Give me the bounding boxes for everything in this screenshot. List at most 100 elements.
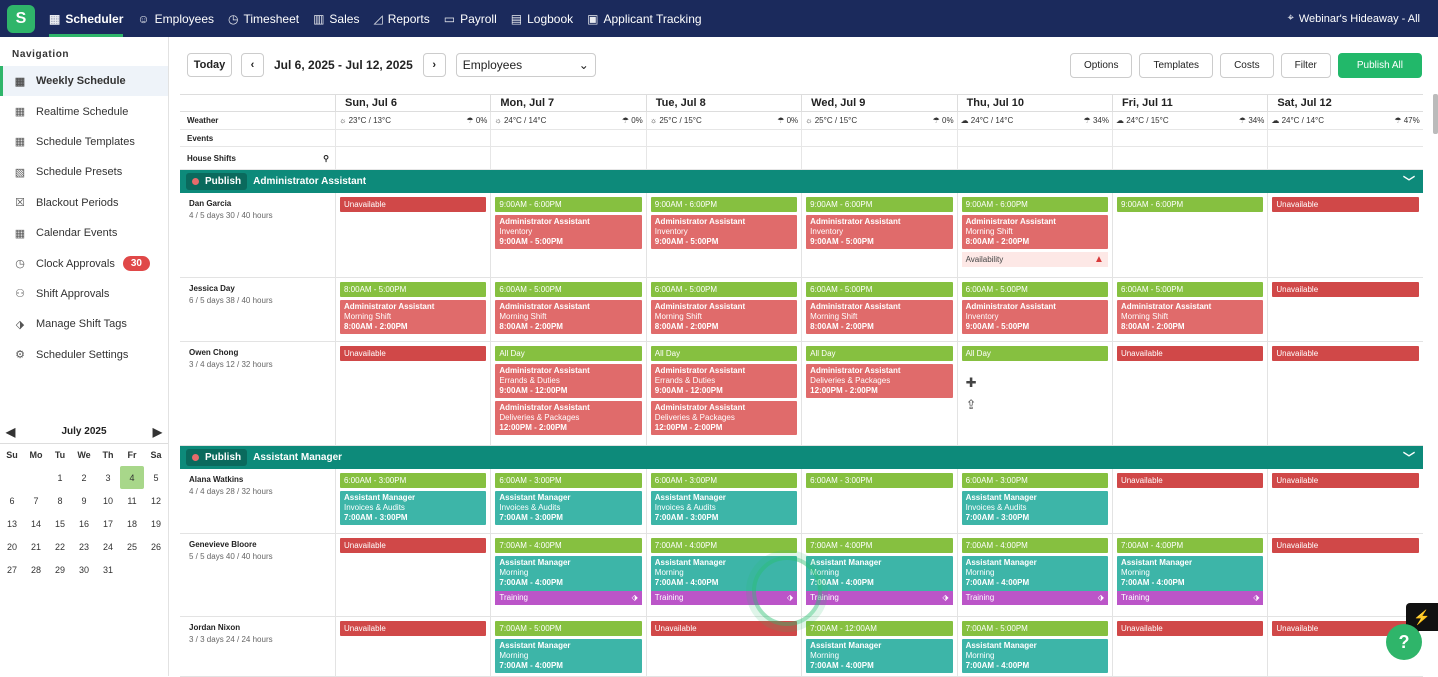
calendar-day[interactable]: 24 [102, 541, 113, 552]
schedule-cell[interactable]: 7:00AM - 4:00PM Assistant Manager Morning 7… [1111, 534, 1267, 616]
nav-applicant-tracking[interactable]: ▣ Applicant Tracking [587, 0, 701, 37]
shift-card[interactable]: Assistant Manager Morning 7:00AM - 4:00PM [961, 639, 1108, 673]
schedule-cell[interactable]: All Day [956, 342, 1112, 445]
availability-block[interactable]: 6:00AM - 3:00PM [961, 473, 1108, 488]
today-button[interactable]: Today [187, 53, 232, 77]
sidebar-item-weekly-schedule[interactable]: ▦ Weekly Schedule [0, 66, 168, 97]
sidebar-item-manage-shift-tags[interactable]: ⬗ Manage Shift Tags [0, 309, 168, 339]
house-shift-cell[interactable] [335, 147, 490, 169]
house-shift-cell[interactable] [1267, 147, 1422, 169]
events-cell[interactable] [645, 130, 801, 146]
house-shift-cell[interactable] [956, 147, 1112, 169]
schedule-cell[interactable]: Unavailable [1111, 342, 1267, 445]
schedule-cell[interactable]: 6:00AM - 5:00PM Administrator Assistant Mo… [490, 278, 645, 341]
unavailable-block[interactable]: Unavailable [1116, 621, 1264, 636]
schedule-cell[interactable]: Unavailable [1111, 617, 1267, 676]
availability-block[interactable]: 7:00AM - 4:00PM [650, 538, 798, 553]
schedule-cell[interactable]: 9:00AM - 6:00PM Administrator Assistant In… [490, 193, 645, 277]
options-button[interactable]: Options [1070, 53, 1133, 78]
shift-card[interactable]: Assistant Manager Morning 7:00AM - 4:00PM T… [1116, 556, 1264, 605]
shift-card[interactable]: Administrator Assistant Errands & Duties 9… [495, 364, 642, 398]
shift-card[interactable]: Assistant Manager Invoices & Audits 7:00AM… [340, 491, 487, 525]
shift-card[interactable]: Administrator Assistant Morning Shift 8:00… [650, 300, 798, 334]
group-header[interactable]: Publish Administrator Assistant ﹀ [180, 170, 1423, 193]
nav-logbook[interactable]: ▤ Logbook [511, 0, 573, 37]
schedule-cell[interactable]: 6:00AM - 3:00PM Assistant Manager Invoices… [490, 469, 645, 533]
employee-info[interactable]: Jordan Nixon 3 / 3 days 24 / 24 hours [180, 617, 335, 676]
schedule-cell[interactable]: 6:00AM - 5:00PM Administrator Assistant Mo… [801, 278, 956, 341]
unavailable-block[interactable]: Unavailable [340, 197, 487, 212]
calendar-day[interactable]: 5 [153, 472, 159, 483]
shift-card[interactable]: Administrator Assistant Deliveries & Pack… [650, 401, 798, 435]
schedule-cell[interactable]: 7:00AM - 5:00PM Assistant Manager Morning 7… [490, 617, 645, 676]
schedule-cell[interactable]: 9:00AM - 6:00PM Administrator Assistant In… [801, 193, 956, 277]
calendar-day[interactable]: 2 [81, 472, 87, 483]
schedule-cell[interactable]: 7:00AM - 5:00PM Assistant Manager Morning 7… [956, 617, 1112, 676]
unavailable-block[interactable]: Unavailable [1272, 346, 1419, 361]
schedule-cell[interactable]: Unavailable [1267, 534, 1422, 616]
unavailable-block[interactable]: Unavailable [1272, 621, 1419, 636]
availability-block[interactable]: All Day [961, 346, 1108, 361]
schedule-cell[interactable]: 9:00AM - 6:00PM Administrator Assistant In… [645, 193, 801, 277]
availability-block[interactable]: 6:00AM - 3:00PM [495, 473, 642, 488]
unavailable-block[interactable]: Unavailable [340, 621, 487, 636]
unavailable-block[interactable]: Unavailable [1272, 473, 1419, 488]
calendar-day[interactable]: 6 [9, 495, 15, 506]
shift-card[interactable]: Assistant Manager Invoices & Audits 7:00AM… [495, 491, 642, 525]
shift-card[interactable]: Assistant Manager Morning 7:00AM - 4:00PM T… [806, 556, 953, 605]
schedule-cell[interactable]: Unavailable [1267, 193, 1422, 277]
events-cell[interactable] [490, 130, 645, 146]
events-cell[interactable] [801, 130, 956, 146]
calendar-day[interactable]: 18 [126, 518, 137, 529]
schedule-cell[interactable]: All Day Administrator Assistant Errands & … [645, 342, 801, 445]
shift-card[interactable]: Administrator Assistant Morning Shift 8:00… [1116, 300, 1264, 334]
shift-card[interactable]: Assistant Manager Morning 7:00AM - 4:00PM [806, 639, 953, 673]
shift-tag[interactable]: Training ⬗ [495, 591, 642, 605]
events-cell[interactable] [1267, 130, 1422, 146]
schedule-cell[interactable]: Unavailable [1267, 342, 1422, 445]
availability-block[interactable]: 7:00AM - 5:00PM [961, 621, 1108, 636]
calendar-day[interactable]: 4 [120, 466, 144, 489]
availability-block[interactable]: 7:00AM - 4:00PM [961, 538, 1108, 553]
shift-card[interactable]: Administrator Assistant Morning Shift 8:00… [806, 300, 953, 334]
schedule-cell[interactable]: 8:00AM - 5:00PM Administrator Assistant Mo… [335, 278, 490, 341]
schedule-cell[interactable]: Unavailable [335, 342, 490, 445]
calendar-day[interactable]: 13 [6, 518, 17, 529]
calendar-day[interactable]: 25 [126, 541, 137, 552]
share-icon[interactable]: ⇪ [965, 397, 977, 412]
shift-card[interactable]: Administrator Assistant Deliveries & Pack… [806, 364, 953, 398]
prev-month-icon[interactable]: ◀ [6, 424, 16, 439]
schedule-cell[interactable]: Unavailable [1267, 278, 1422, 341]
unavailable-block[interactable]: Unavailable [1116, 473, 1264, 488]
schedule-cell[interactable]: Unavailable [335, 617, 490, 676]
costs-button[interactable]: Costs [1220, 53, 1274, 78]
calendar-day[interactable]: 14 [30, 518, 41, 529]
employee-info[interactable]: Owen Chong 3 / 4 days 12 / 32 hours [180, 342, 335, 445]
schedule-cell[interactable]: All Day Administrator Assistant Errands & … [490, 342, 645, 445]
availability-block[interactable]: 7:00AM - 5:00PM [495, 621, 642, 636]
calendar-day[interactable]: 26 [150, 541, 161, 552]
nav-timesheet[interactable]: ◷ Timesheet [228, 0, 299, 37]
schedule-cell[interactable]: Unavailable [1267, 617, 1422, 676]
availability-block[interactable]: All Day [650, 346, 798, 361]
employee-info[interactable]: Genevieve Bloore 5 / 5 days 40 / 40 hours [180, 534, 335, 616]
availability-block[interactable]: 6:00AM - 3:00PM [340, 473, 487, 488]
availability-block[interactable]: 6:00AM - 5:00PM [961, 282, 1108, 297]
shift-card[interactable]: Administrator Assistant Inventory 9:00AM -… [650, 215, 798, 249]
unavailable-block[interactable]: Unavailable [340, 538, 487, 553]
employee-info[interactable]: Dan Garcia 4 / 5 days 30 / 40 hours [180, 193, 335, 277]
shift-tag[interactable]: Training ⬗ [806, 591, 953, 605]
calendar-day[interactable]: 1 [57, 472, 63, 483]
shift-card[interactable]: Administrator Assistant Morning Shift 8:00… [495, 300, 642, 334]
shift-card[interactable]: Administrator Assistant Deliveries & Pack… [495, 401, 642, 435]
availability-block[interactable]: 9:00AM - 6:00PM [1116, 197, 1264, 212]
shift-card[interactable]: Administrator Assistant Errands & Duties 9… [650, 364, 798, 398]
schedule-cell[interactable]: 6:00AM - 5:00PM Administrator Assistant Mo… [1111, 278, 1267, 341]
shift-card[interactable]: Administrator Assistant Inventory 9:00AM -… [495, 215, 642, 249]
availability-block[interactable]: 7:00AM - 4:00PM [1116, 538, 1264, 553]
nav-employees[interactable]: ☺ Employees [137, 0, 214, 37]
schedule-cell[interactable]: 6:00AM - 3:00PM Assistant Manager Invoices… [645, 469, 801, 533]
app-logo-icon[interactable]: S [7, 4, 35, 33]
availability-block[interactable]: 7:00AM - 4:00PM [495, 538, 642, 553]
events-cell[interactable] [956, 130, 1112, 146]
